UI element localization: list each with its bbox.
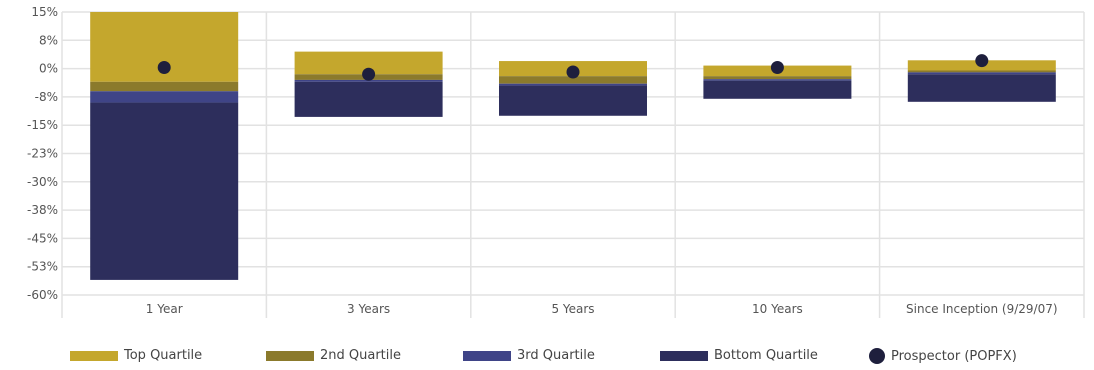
bar-bottom-quartile xyxy=(294,81,443,117)
legend-swatch-bottom-quartile xyxy=(660,350,708,361)
legend-swatch-top-quartile xyxy=(70,350,118,361)
bar-3rd-quartile xyxy=(703,79,852,81)
y-tick-label: -53% xyxy=(27,260,58,274)
y-tick-label: -30% xyxy=(27,175,58,189)
bar-top-quartile xyxy=(294,51,443,75)
legend-item-top-quartile: Top Quartile xyxy=(70,348,202,363)
bar-2nd-quartile xyxy=(90,81,239,92)
legend-label-top-quartile: Top Quartile xyxy=(124,348,203,363)
legend-item-bottom-quartile: Bottom Quartile xyxy=(660,348,818,363)
bar-2nd-quartile xyxy=(703,76,852,80)
legend-swatch-2nd-quartile xyxy=(266,350,314,361)
legend-label-bottom-quartile: Bottom Quartile xyxy=(714,348,818,363)
quartile-chart: 15% 8% 0% -8% -15% -23% -30% -38% -45% -53% -60% 1 … xyxy=(27,5,1085,318)
bar-2nd-quartile xyxy=(499,76,647,84)
y-tick-label: -45% xyxy=(27,231,58,245)
bar-bottom-quartile xyxy=(499,85,647,116)
y-tick-label: -38% xyxy=(27,203,58,217)
bar-bottom-quartile xyxy=(907,74,1056,102)
point-prospector xyxy=(566,65,580,79)
legend-label-prospector: Prospector (POPFX) xyxy=(891,348,1017,364)
bar-3rd-quartile xyxy=(90,91,239,103)
y-tick-label: -8% xyxy=(35,90,58,104)
bar-3rd-quartile xyxy=(907,72,1056,75)
bar-3rd-quartile xyxy=(294,79,443,82)
bar-bottom-quartile xyxy=(90,102,239,280)
y-tick-label: 8% xyxy=(39,33,58,47)
x-tick-label: Since Inception (9/29/07) xyxy=(906,302,1058,316)
y-tick-label: 0% xyxy=(39,62,58,76)
bar-2nd-quartile xyxy=(907,70,1056,73)
point-prospector xyxy=(362,67,376,81)
point-prospector xyxy=(975,54,989,68)
x-tick-label: 3 Years xyxy=(347,302,390,316)
legend-swatch-3rd-quartile xyxy=(463,350,511,361)
legend-item-3rd-quartile: 3rd Quartile xyxy=(463,348,595,363)
x-tick-label: 5 Years xyxy=(551,302,594,316)
legend-dot-prospector xyxy=(869,348,885,364)
point-prospector xyxy=(770,60,784,74)
bar-3rd-quartile xyxy=(499,83,647,86)
legend-label-2nd-quartile: 2nd Quartile xyxy=(320,348,401,363)
x-tick-label: 10 Years xyxy=(752,302,803,316)
legend-label-3rd-quartile: 3rd Quartile xyxy=(517,348,595,363)
legend-item-prospector: Prospector (POPFX) xyxy=(869,348,1017,364)
legend-item-2nd-quartile: 2nd Quartile xyxy=(266,348,401,363)
y-tick-label: -23% xyxy=(27,147,58,161)
bar-bottom-quartile xyxy=(703,80,852,99)
y-tick-label: -15% xyxy=(27,118,58,132)
legend: Top Quartile 2nd Quartile 3rd Quartile B… xyxy=(0,348,1094,370)
x-tick-label: 1 Year xyxy=(146,302,183,316)
y-tick-label: 15% xyxy=(31,5,58,19)
y-tick-label: -60% xyxy=(27,288,58,302)
point-prospector xyxy=(157,60,171,74)
